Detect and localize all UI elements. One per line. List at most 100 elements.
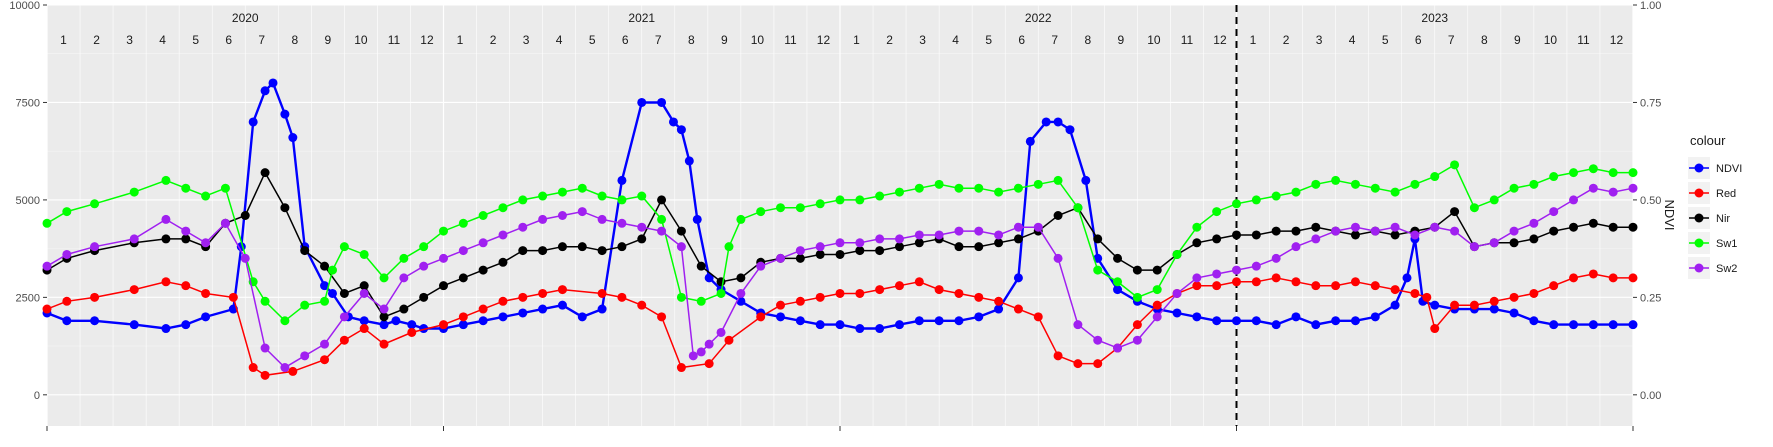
data-point-red xyxy=(835,288,845,298)
month-label: 7 xyxy=(655,33,662,47)
data-point-sw1 xyxy=(320,296,330,306)
month-label: 11 xyxy=(1181,33,1194,47)
legend-key-point xyxy=(1694,238,1704,248)
data-point-nir xyxy=(1350,230,1360,240)
data-point-red xyxy=(1132,320,1142,330)
data-point-sw1 xyxy=(676,292,686,302)
data-point-ndvi xyxy=(62,316,72,326)
data-point-red xyxy=(1311,281,1321,291)
data-point-red xyxy=(1430,324,1440,334)
month-label: 12 xyxy=(1610,33,1624,47)
data-point-nir xyxy=(597,246,607,256)
y-right-tick-label: 1.00 xyxy=(1640,0,1661,12)
month-label: 3 xyxy=(126,33,133,47)
data-point-red xyxy=(1350,277,1360,287)
data-point-sw1 xyxy=(1430,172,1440,182)
data-point-red xyxy=(815,292,825,302)
data-point-red xyxy=(1093,359,1103,369)
legend-label-sw2: Sw2 xyxy=(1716,263,1737,275)
data-point-sw1 xyxy=(1053,175,1063,185)
data-point-red xyxy=(458,312,468,322)
data-point-sw1 xyxy=(1212,207,1222,217)
data-point-nir xyxy=(1529,234,1539,244)
month-label: 12 xyxy=(817,33,831,47)
data-point-ndvi xyxy=(1113,285,1123,295)
month-label: 6 xyxy=(225,33,232,47)
data-point-nir xyxy=(1509,238,1519,248)
grid-layer xyxy=(46,4,1634,426)
data-point-sw1 xyxy=(637,191,647,201)
data-point-ndvi xyxy=(1509,308,1519,318)
month-label: 2 xyxy=(490,33,497,47)
data-point-red xyxy=(260,370,270,380)
data-point-ndvi xyxy=(161,324,171,334)
data-point-sw1 xyxy=(914,183,924,193)
month-label: 10 xyxy=(1147,33,1161,47)
data-point-ndvi xyxy=(359,316,369,326)
data-point-sw2 xyxy=(557,211,567,220)
data-point-red xyxy=(657,312,667,322)
year-label: 2021 xyxy=(628,11,655,25)
data-point-sw1 xyxy=(129,187,139,197)
data-point-sw1 xyxy=(716,288,726,298)
data-point-sw2 xyxy=(1033,222,1043,232)
data-point-ndvi xyxy=(268,78,278,88)
month-label: 8 xyxy=(688,33,695,47)
data-point-red xyxy=(1588,269,1598,279)
data-point-red xyxy=(776,300,786,310)
month-label: 2 xyxy=(93,33,100,47)
y-right-axis-title: NDVI xyxy=(1662,199,1677,230)
data-point-ndvi xyxy=(1331,316,1341,326)
data-point-sw2 xyxy=(1390,222,1400,232)
month-label: 10 xyxy=(1544,33,1558,47)
data-point-nir xyxy=(359,281,369,291)
data-point-ndvi xyxy=(1311,320,1321,330)
data-point-nir xyxy=(300,246,310,256)
data-point-sw1 xyxy=(736,214,746,224)
data-point-nir xyxy=(260,168,270,178)
data-point-sw1 xyxy=(1113,277,1123,287)
month-label: 10 xyxy=(354,33,368,47)
data-point-red xyxy=(1628,273,1638,283)
data-point-nir xyxy=(875,246,885,256)
data-point-sw2 xyxy=(617,218,627,228)
data-point-red xyxy=(1390,285,1400,295)
data-point-sw2 xyxy=(90,242,100,252)
data-point-sw1 xyxy=(1509,183,1519,193)
data-point-red xyxy=(42,304,52,314)
series-red xyxy=(42,269,1638,380)
data-point-nir xyxy=(1113,253,1123,263)
data-point-red xyxy=(1422,292,1432,302)
data-point-red xyxy=(439,320,448,330)
data-point-sw2 xyxy=(1291,242,1301,252)
data-point-red xyxy=(161,277,171,287)
data-point-sw2 xyxy=(1271,253,1281,263)
month-label: 2 xyxy=(886,33,893,47)
data-point-ndvi xyxy=(379,320,389,330)
data-point-red xyxy=(894,281,904,291)
month-label: 5 xyxy=(192,33,199,47)
data-point-sw1 xyxy=(1073,203,1083,213)
y-left-tick-label: 5000 xyxy=(16,195,40,207)
data-point-sw2 xyxy=(458,246,468,256)
y-right-tick-label: 0.25 xyxy=(1640,292,1661,304)
data-point-sw1 xyxy=(1093,265,1103,275)
legend-label-sw1: Sw1 xyxy=(1716,238,1737,250)
data-point-nir xyxy=(1569,222,1579,232)
data-point-sw1 xyxy=(1588,164,1598,174)
data-point-ndvi xyxy=(1081,175,1091,185)
data-point-red xyxy=(795,296,805,306)
data-point-sw2 xyxy=(1489,238,1499,248)
data-point-sw2 xyxy=(776,253,786,263)
data-point-nir xyxy=(954,242,964,252)
data-point-ndvi xyxy=(478,316,488,326)
data-point-red xyxy=(518,292,528,302)
data-point-nir xyxy=(696,261,706,271)
y-left-tick-label: 10000 xyxy=(9,0,40,12)
data-point-nir xyxy=(1212,234,1222,244)
data-point-sw2 xyxy=(637,222,647,232)
data-point-sw1 xyxy=(756,207,766,217)
data-point-red xyxy=(1013,304,1023,314)
data-point-ndvi xyxy=(260,86,270,96)
data-point-red xyxy=(1549,281,1559,291)
